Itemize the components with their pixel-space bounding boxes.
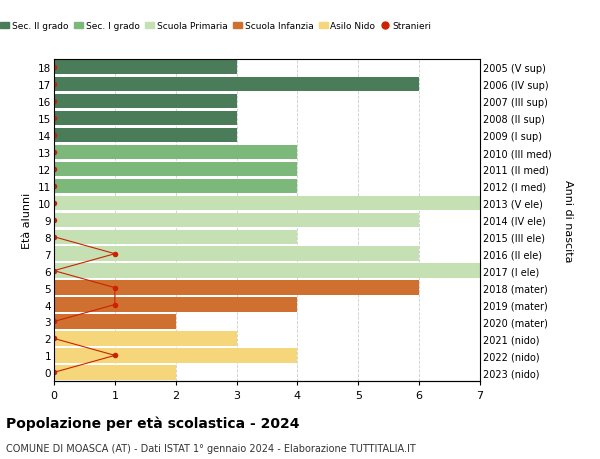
Text: COMUNE DI MOASCA (AT) - Dati ISTAT 1° gennaio 2024 - Elaborazione TUTTITALIA.IT: COMUNE DI MOASCA (AT) - Dati ISTAT 1° ge… — [6, 443, 416, 453]
Bar — [54, 298, 298, 312]
Bar — [54, 129, 236, 143]
Bar — [54, 213, 419, 228]
Bar — [54, 348, 298, 363]
Bar — [54, 61, 236, 75]
Y-axis label: Anni di nascita: Anni di nascita — [563, 179, 572, 262]
Y-axis label: Età alunni: Età alunni — [22, 192, 32, 248]
Text: Popolazione per età scolastica - 2024: Popolazione per età scolastica - 2024 — [6, 415, 299, 430]
Bar — [54, 247, 419, 261]
Bar — [54, 162, 298, 177]
Bar — [54, 331, 236, 346]
Bar — [54, 365, 176, 380]
Bar — [54, 95, 236, 109]
Bar — [54, 314, 176, 329]
Bar — [54, 78, 419, 92]
Legend: Sec. II grado, Sec. I grado, Scuola Primaria, Scuola Infanzia, Asilo Nido, Stran: Sec. II grado, Sec. I grado, Scuola Prim… — [0, 22, 431, 31]
Bar — [54, 281, 419, 295]
Bar — [54, 230, 298, 244]
Bar — [54, 146, 298, 160]
Bar — [54, 196, 480, 211]
Bar — [54, 264, 480, 278]
Bar — [54, 112, 236, 126]
Bar — [54, 179, 298, 194]
